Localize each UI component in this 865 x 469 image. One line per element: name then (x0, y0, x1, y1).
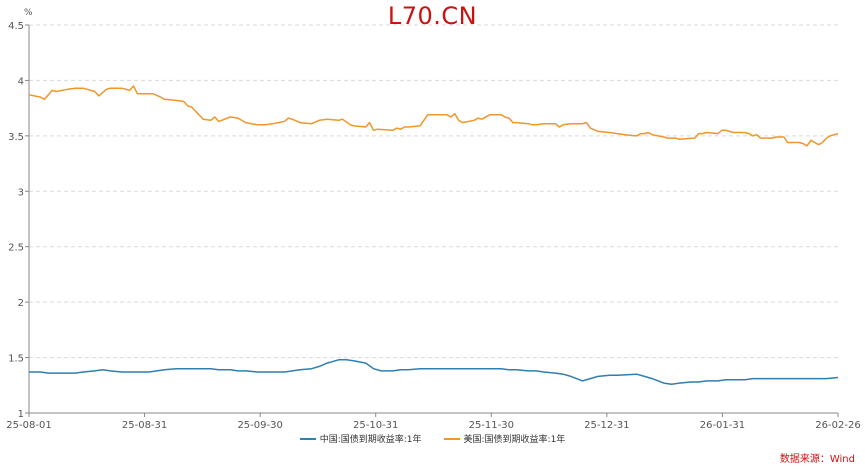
series-line-us (28, 85, 839, 147)
legend-label-china: 中国:国债到期收益率:1年 (319, 435, 422, 445)
y-unit-label: % (24, 8, 33, 18)
series-lines (28, 85, 839, 385)
y-tick-label: 4 (18, 76, 24, 87)
y-tick-label: 3.5 (8, 132, 24, 143)
legend-label-us: 美国:国债到期收益率:1年 (463, 435, 566, 445)
legend: 中国:国债到期收益率:1年 美国:国债到期收益率:1年 (0, 432, 865, 445)
y-tick-label: 1.5 (8, 354, 24, 365)
legend-swatch-us (443, 437, 460, 440)
source-note: 数据来源：Wind (779, 454, 855, 465)
x-tick-label: 26-02-26 (815, 420, 860, 431)
legend-swatch-china (299, 437, 316, 440)
x-tick-label: 25-12-31 (584, 420, 629, 431)
legend-item-us[interactable]: 美国:国债到期收益率:1年 (443, 432, 566, 445)
x-axis: 25-08-01 25-08-31 25-09-30 25-10-31 25-11-30… (6, 412, 861, 431)
series-line-china (29, 359, 839, 385)
x-tick-label: 25-08-01 (6, 420, 51, 431)
y-tick-label: 2.5 (8, 243, 24, 254)
x-tick-label: 26-01-31 (700, 420, 745, 431)
x-tick-label: 25-11-30 (469, 420, 514, 431)
x-tick-label: 25-10-31 (353, 420, 398, 431)
gridlines (29, 24, 838, 359)
y-tick-label: 2 (18, 298, 24, 309)
legend-item-china[interactable]: 中国:国债到期收益率:1年 (299, 432, 422, 445)
x-tick-label: 25-09-30 (237, 420, 282, 431)
y-tick-label: 3 (18, 187, 24, 198)
y-axis: 1 1.5 2 2.5 3 3.5 4 4.5 (8, 21, 30, 420)
y-tick-label: 1 (18, 409, 24, 420)
y-tick-label: 4.5 (8, 21, 24, 32)
x-tick-label: 25-08-31 (122, 420, 167, 431)
